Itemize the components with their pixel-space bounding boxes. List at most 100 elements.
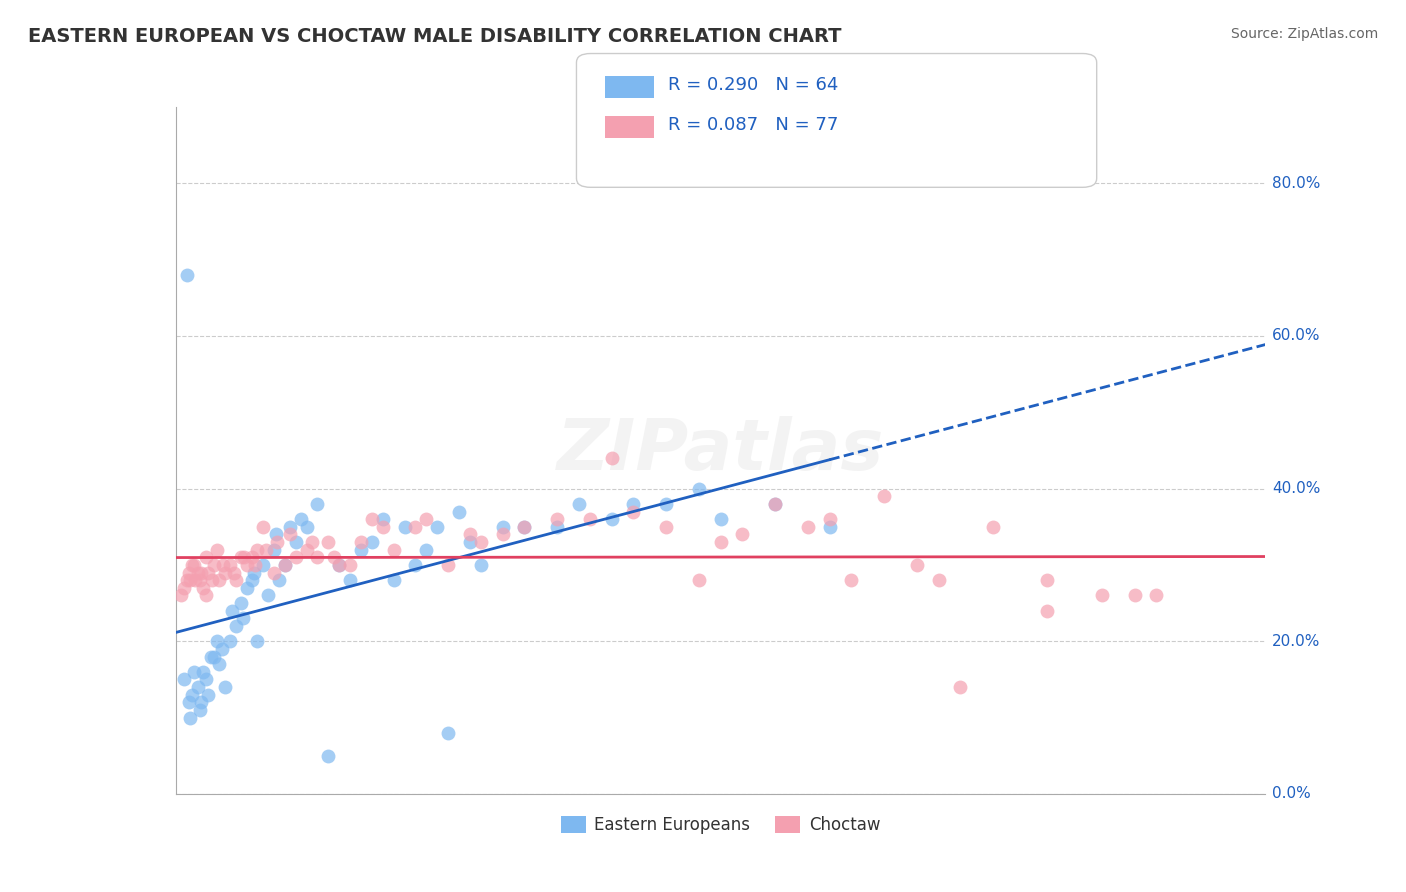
Point: [710, 512, 733, 526]
Point: [188, 703, 211, 717]
Point: [245, 558, 267, 572]
Point: [246, 542, 269, 557]
Point: [195, 589, 218, 603]
Point: [173, 581, 195, 595]
Point: [183, 665, 205, 679]
Point: [1146, 589, 1168, 603]
Point: [361, 512, 384, 526]
Point: [905, 558, 928, 572]
Point: [263, 566, 285, 580]
Point: [221, 604, 243, 618]
Point: [197, 688, 219, 702]
Point: [205, 542, 228, 557]
Text: 0.0%: 0.0%: [1272, 787, 1310, 801]
Point: [195, 550, 218, 565]
Point: [181, 558, 204, 572]
Point: [201, 573, 224, 587]
Point: [208, 657, 231, 672]
Point: [307, 550, 329, 565]
Point: [513, 520, 536, 534]
Point: [274, 558, 297, 572]
Point: [232, 611, 254, 625]
Point: [211, 558, 233, 572]
Point: [655, 520, 678, 534]
Point: [470, 535, 492, 549]
Point: [202, 649, 225, 664]
Text: 80.0%: 80.0%: [1272, 176, 1320, 191]
Point: [200, 649, 222, 664]
Point: [568, 497, 591, 511]
Point: [621, 497, 644, 511]
Point: [458, 535, 481, 549]
Point: [818, 512, 841, 526]
Point: [205, 634, 228, 648]
Point: [246, 634, 269, 648]
Point: [447, 504, 470, 518]
Point: [284, 550, 307, 565]
Point: [240, 550, 263, 565]
Point: [621, 504, 644, 518]
Point: [219, 558, 242, 572]
Point: [266, 535, 288, 549]
Point: [546, 512, 568, 526]
Text: ZIPat​las: ZIPat​las: [557, 416, 884, 485]
Text: Source: ZipAtlas.com: Source: ZipAtlas.com: [1230, 27, 1378, 41]
Point: [278, 520, 301, 534]
Point: [579, 512, 602, 526]
Point: [197, 566, 219, 580]
Point: [295, 542, 318, 557]
Point: [177, 566, 200, 580]
Point: [190, 566, 212, 580]
Point: [208, 573, 231, 587]
Point: [173, 673, 195, 687]
Point: [222, 566, 245, 580]
Point: [688, 482, 710, 496]
Point: [181, 688, 204, 702]
Point: [263, 542, 285, 557]
Point: [179, 710, 201, 724]
Text: EASTERN EUROPEAN VS CHOCTAW MALE DISABILITY CORRELATION CHART: EASTERN EUROPEAN VS CHOCTAW MALE DISABIL…: [28, 27, 842, 45]
Point: [328, 558, 350, 572]
Point: [231, 550, 253, 565]
Point: [731, 527, 754, 541]
Text: 20.0%: 20.0%: [1272, 633, 1320, 648]
Point: [328, 558, 350, 572]
Point: [176, 573, 198, 587]
Point: [371, 520, 394, 534]
Point: [254, 542, 277, 557]
Text: R = 0.087   N = 77: R = 0.087 N = 77: [668, 116, 838, 134]
Point: [235, 581, 257, 595]
Point: [1036, 573, 1059, 587]
Point: [318, 535, 340, 549]
Point: [458, 527, 481, 541]
Point: [339, 558, 361, 572]
Point: [841, 573, 863, 587]
Point: [763, 497, 786, 511]
Point: [818, 520, 841, 534]
Point: [225, 619, 247, 633]
Point: [188, 573, 211, 587]
Text: 40.0%: 40.0%: [1272, 481, 1320, 496]
Point: [191, 665, 214, 679]
Point: [350, 535, 373, 549]
Point: [191, 581, 214, 595]
Point: [949, 680, 972, 694]
Point: [202, 558, 225, 572]
Point: [257, 589, 280, 603]
Point: [361, 535, 384, 549]
Point: [710, 535, 733, 549]
Point: [600, 451, 623, 466]
Point: [243, 566, 266, 580]
Point: [240, 573, 263, 587]
Point: [184, 573, 207, 587]
Point: [873, 489, 896, 503]
Point: [195, 673, 218, 687]
Point: [274, 558, 297, 572]
Point: [186, 566, 209, 580]
Point: [176, 268, 198, 282]
Point: [269, 573, 291, 587]
Point: [405, 520, 427, 534]
Point: [350, 542, 373, 557]
Point: [177, 695, 200, 709]
Point: [290, 512, 312, 526]
